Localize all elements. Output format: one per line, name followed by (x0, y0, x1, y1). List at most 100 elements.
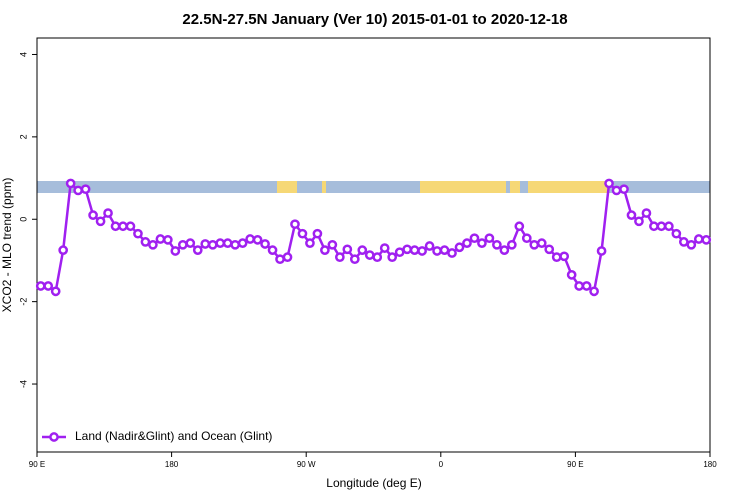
data-point (529, 239, 540, 250)
data-point (50, 286, 61, 297)
legend-marker (49, 432, 59, 442)
data-point (574, 281, 584, 291)
data-point (462, 238, 472, 248)
x-tick-label: 180 (703, 460, 717, 469)
data-point (327, 239, 338, 250)
data-point (297, 228, 308, 239)
data-point (275, 254, 285, 265)
x-tick-label: 180 (165, 460, 179, 469)
data-point (634, 216, 644, 227)
data-point (342, 244, 353, 255)
data-point (409, 245, 420, 255)
data-point (656, 221, 667, 232)
data-point (357, 245, 368, 255)
data-point (439, 245, 450, 255)
data-point (237, 238, 248, 248)
data-point (252, 235, 263, 245)
data-point (387, 252, 398, 263)
data-point (177, 239, 188, 250)
x-tick-label: 90 W (297, 460, 316, 469)
data-point (192, 245, 203, 255)
data-point (335, 252, 345, 263)
chart-title: 22.5N-27.5N January (Ver 10) 2015-01-01 … (182, 11, 567, 28)
data-point (372, 252, 383, 263)
data-point (222, 238, 233, 248)
data-point (349, 254, 360, 265)
data-point (604, 178, 614, 189)
data-point (148, 239, 158, 250)
data-point (566, 270, 577, 280)
data-point (589, 286, 599, 297)
y-tick-label: -2 (18, 298, 28, 306)
data-point (58, 245, 69, 255)
data-point (103, 208, 113, 218)
y-tick-label: 2 (18, 134, 28, 139)
x-axis-label: Longitude (deg E) (326, 476, 421, 490)
data-point (536, 238, 547, 248)
data-point (155, 234, 166, 244)
y-tick-label: 0 (18, 217, 28, 222)
data-point (559, 251, 570, 262)
data-point (521, 233, 532, 244)
data-point (305, 238, 315, 248)
data-point (282, 252, 293, 263)
data-point (140, 237, 151, 247)
data-point (207, 239, 218, 250)
data-point (364, 250, 375, 260)
data-point (118, 221, 128, 232)
data-point (133, 228, 143, 239)
data-point (686, 239, 697, 250)
legend-label: Land (Nadir&Glint) and Ocean (Glint) (75, 429, 272, 443)
data-point (664, 221, 674, 232)
data-point (514, 221, 525, 232)
data-point (230, 239, 241, 250)
data-point (649, 221, 659, 232)
data-point (245, 234, 255, 244)
data-point (693, 234, 704, 244)
data-point (492, 239, 502, 250)
data-point (290, 219, 300, 230)
data-point (424, 241, 435, 251)
data-point (88, 210, 98, 220)
data-point (551, 252, 562, 263)
data-point (432, 246, 442, 256)
y-axis-label: XCO2 - MLO trend (ppm) (0, 178, 14, 313)
data-point (73, 185, 83, 196)
data-point (402, 244, 412, 255)
data-point (65, 178, 76, 189)
data-point (200, 239, 211, 249)
data-point (125, 221, 136, 232)
data-point (678, 237, 689, 247)
data-point (43, 281, 54, 291)
data-point (260, 239, 270, 249)
data-point (110, 221, 121, 232)
x-tick-label: 90 E (29, 460, 45, 469)
data-point (320, 245, 330, 255)
data-point (544, 244, 555, 255)
data-point (163, 235, 173, 245)
data-point (506, 239, 517, 250)
data-point (95, 216, 106, 227)
data-point (671, 228, 682, 239)
data-point (170, 246, 181, 256)
data-point (469, 233, 480, 244)
data-point (394, 247, 405, 258)
y-tick-label: 4 (18, 52, 28, 57)
data-point (447, 248, 457, 258)
data-point (611, 185, 622, 196)
data-point (215, 238, 226, 248)
data-point (477, 238, 487, 248)
y-tick-label: -4 (18, 380, 28, 388)
data-point (626, 210, 637, 220)
data-point (701, 235, 712, 245)
data-point (484, 233, 495, 244)
data-point (80, 184, 91, 195)
data-point (499, 245, 510, 255)
data-point (312, 228, 323, 239)
data-point (454, 242, 465, 253)
x-tick-label: 90 E (567, 460, 583, 469)
data-point (641, 208, 652, 218)
data-point (596, 246, 607, 256)
data-point (417, 246, 427, 256)
